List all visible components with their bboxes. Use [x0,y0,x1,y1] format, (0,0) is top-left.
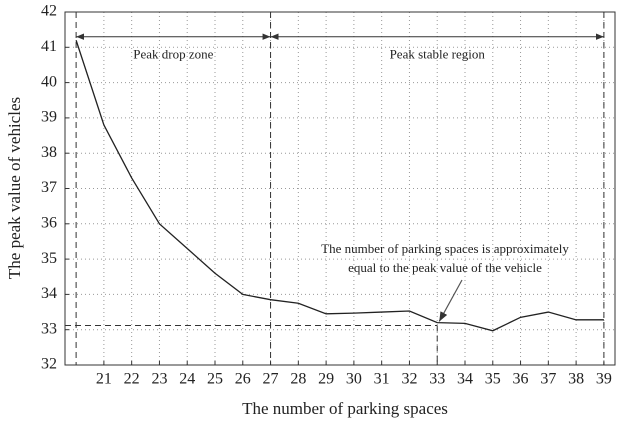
y-tick-label: 38 [41,144,57,161]
y-tick-label: 36 [41,214,57,231]
y-tick-label: 40 [41,73,57,90]
annotation-arrow [438,279,463,322]
y-tick-label: 33 [41,320,57,337]
x-tick-label: 31 [374,371,390,388]
x-tick-label: 26 [235,371,251,388]
annotation-text: equal to the peak value of the vehicle [348,260,542,275]
x-tick-label: 38 [568,371,584,388]
plot-frame [64,11,616,366]
y-tick-label: 35 [41,250,57,267]
x-tick-label: 30 [346,371,362,388]
annotation-text: The number of parking spaces is approxim… [321,241,569,256]
x-tick-label: 33 [429,371,445,388]
x-tick-label: 37 [540,371,556,388]
x-tick-label: 35 [485,371,501,388]
y-tick-label: 34 [41,285,57,302]
x-tick-label: 21 [96,371,112,388]
y-tick-label: 37 [41,179,57,196]
x-tick-label: 27 [263,371,279,388]
y-tick-label: 41 [41,38,57,55]
zone-label: Peak stable region [390,47,486,62]
x-axis-label: The number of parking spaces [242,399,448,418]
x-tick-label: 22 [124,371,140,388]
x-tick-label: 25 [207,371,223,388]
x-tick-label: 24 [179,371,195,388]
x-tick-label: 28 [290,371,306,388]
x-tick-label: 34 [457,371,473,388]
y-tick-label: 42 [41,3,57,20]
zone-label: Peak drop zone [133,47,213,62]
y-tick-label: 39 [41,109,57,126]
x-tick-label: 23 [151,371,167,388]
x-tick-label: 29 [318,371,334,388]
y-axis-label: The peak value of vehicles [5,97,24,279]
x-tick-label: 32 [401,371,417,388]
data-line [75,40,604,332]
y-tick-label: 32 [41,356,57,373]
x-tick-label: 36 [513,371,529,388]
x-tick-label: 39 [596,371,612,388]
